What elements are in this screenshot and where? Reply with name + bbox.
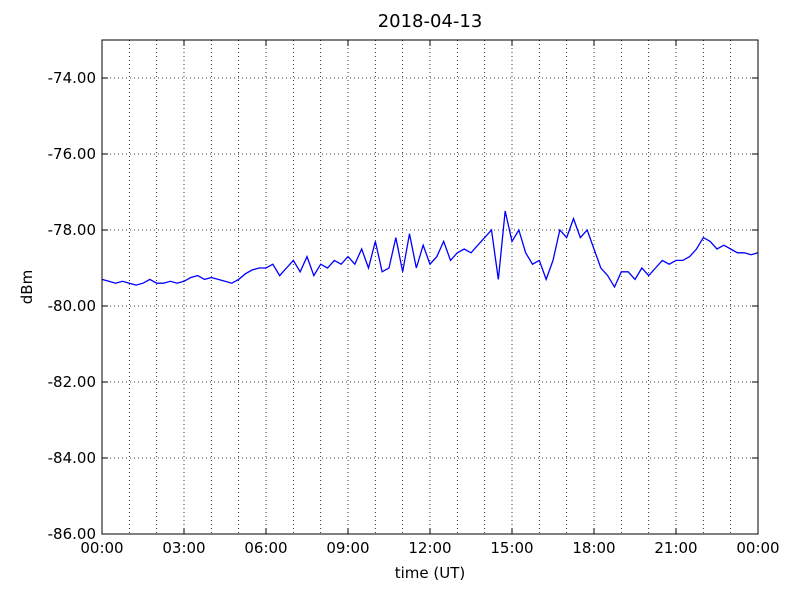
y-tick-label: -82.00 [48, 373, 96, 391]
y-tick-label: -78.00 [48, 221, 96, 239]
y-tick-label: -80.00 [48, 297, 96, 315]
y-tick-label: -86.00 [48, 525, 96, 543]
plot-frame [101, 39, 759, 535]
chart-title: 2018-04-13 [378, 11, 483, 32]
y-axis-label: dBm [18, 270, 36, 304]
x-tick-label: 21:00 [654, 539, 697, 557]
x-tick-label: 15:00 [490, 539, 533, 557]
y-tick-label: -74.00 [48, 69, 96, 87]
x-tick-label: 03:00 [162, 539, 205, 557]
x-tick-label: 12:00 [408, 539, 451, 557]
data-line [101, 210, 759, 289]
x-axis-label: time (UT) [395, 564, 466, 582]
x-tick-label: 18:00 [572, 539, 615, 557]
y-tick-label: -76.00 [48, 145, 96, 163]
y-tick-label: -84.00 [48, 449, 96, 467]
x-tick-label: 09:00 [326, 539, 369, 557]
x-tick-label: 06:00 [244, 539, 287, 557]
x-tick-label: 00:00 [80, 539, 123, 557]
x-tick-label: 00:00 [736, 539, 779, 557]
